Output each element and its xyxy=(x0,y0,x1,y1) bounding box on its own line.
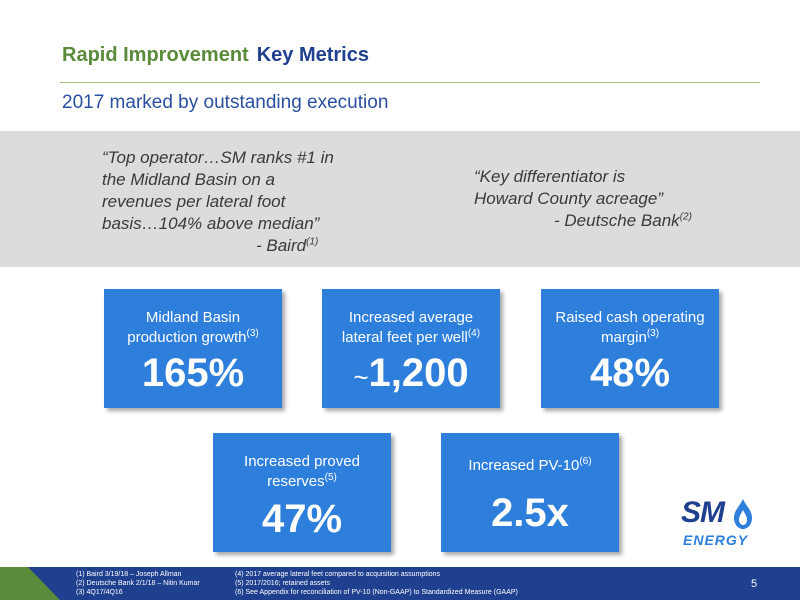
footnote-item: (1) Baird 3/19/18 – Joseph Allman xyxy=(76,571,182,578)
footnote-item: (3) 4Q17/4Q16 xyxy=(76,589,123,596)
quote-line: Howard County acreage” xyxy=(474,189,663,208)
metric-label: Increased proved reserves(5) xyxy=(213,452,391,492)
attribution-text: - Baird xyxy=(256,236,307,255)
approx-prefix: ~ xyxy=(353,362,369,392)
footnotes-left: (1) Baird 3/19/18 – Joseph Allman (2) De… xyxy=(76,570,200,597)
quote-line: “Key differentiator is xyxy=(474,167,626,186)
quote-deutsche-bank: “Key differentiator is Howard County acr… xyxy=(474,166,692,232)
metric-label-line: reserves xyxy=(267,473,325,490)
metric-card-pv10: Increased PV-10(6) 2.5x xyxy=(441,433,619,552)
footer-band xyxy=(0,567,800,600)
logo-sm: SM xyxy=(681,496,725,529)
footnote-ref: (2) xyxy=(679,211,692,223)
quote-line: basis…104% above median” xyxy=(102,214,320,233)
metric-value: 48% xyxy=(589,351,671,395)
metric-label-line: margin xyxy=(600,329,647,346)
quote-line: revenues per lateral foot xyxy=(102,192,286,211)
footnote-item: (4) 2017 average lateral feet compared t… xyxy=(235,571,441,578)
footer-accent-stripe xyxy=(0,567,60,600)
metric-label: Increased average lateral feet per well(4… xyxy=(322,308,500,348)
metric-card-proved-reserves: Increased proved reserves(5) 47% xyxy=(213,433,391,552)
metric-card-operating-margin: Raised cash operating margin(3) 48% xyxy=(541,289,719,408)
metric-label-line: Midland Basin xyxy=(145,309,241,326)
metric-card-production-growth: Midland Basin production growth(3) 165% xyxy=(104,289,282,408)
metric-value: 47% xyxy=(261,497,343,541)
logo-energy: ENERGY xyxy=(683,532,749,548)
footnote-ref: (1) xyxy=(306,236,319,248)
metric-card-lateral-feet: Increased average lateral feet per well(4… xyxy=(322,289,500,408)
footnotes-right: (4) 2017 average lateral feet compared t… xyxy=(235,570,518,597)
title-divider xyxy=(60,82,760,83)
metric-label: Raised cash operating margin(3) xyxy=(541,308,719,348)
metric-label: Increased PV-10(6) xyxy=(441,456,619,476)
metric-label-line: Increased proved xyxy=(244,453,360,470)
attribution-text: - Deutsche Bank xyxy=(554,211,680,230)
metric-value: ~1,200 xyxy=(322,350,500,400)
metric-label: Midland Basin production growth(3) xyxy=(104,308,282,348)
quote-attribution: - Baird(1) xyxy=(102,235,334,257)
title-part-1: Rapid Improvement xyxy=(62,44,249,66)
metric-label-line: lateral feet per well xyxy=(341,329,468,346)
footnote-ref: (3) xyxy=(246,328,259,339)
metric-label-line: Increased PV-10 xyxy=(468,457,580,474)
slide-title: Rapid Improvement Key Metrics xyxy=(62,44,369,67)
quote-line: the Midland Basin on a xyxy=(102,170,275,189)
metric-value: 165% xyxy=(141,351,245,395)
metric-label-line: production growth xyxy=(127,329,247,346)
footnote-item: (2) Deutsche Bank 2/1/18 – Nitin Kumar xyxy=(76,580,200,587)
metric-label-line: Increased average xyxy=(348,309,474,326)
sm-energy-logo: SM ENERGY xyxy=(681,496,761,556)
footnote-ref: (5) xyxy=(324,472,337,483)
footnote-ref: (3) xyxy=(646,328,660,339)
metric-number: 1,200 xyxy=(368,351,469,395)
footnote-item: (6) See Appendix for reconciliation of P… xyxy=(235,589,518,596)
footnote-ref: (4) xyxy=(467,328,481,339)
footnote-ref: (6) xyxy=(579,456,592,467)
quote-band xyxy=(0,131,800,267)
quote-attribution: - Deutsche Bank(2) xyxy=(474,210,692,232)
quote-line: “Top operator…SM ranks #1 in xyxy=(102,148,334,167)
flame-icon xyxy=(734,499,752,529)
metric-value: 2.5x xyxy=(491,491,569,535)
metric-label-line: Raised cash operating xyxy=(555,309,705,326)
quote-baird: “Top operator…SM ranks #1 in the Midland… xyxy=(102,147,334,257)
page-number: 5 xyxy=(751,578,758,590)
title-part-2: Key Metrics xyxy=(256,44,369,66)
slide-subtitle: 2017 marked by outstanding execution xyxy=(62,92,389,113)
footnote-item: (5) 2017/2016; retained assets xyxy=(235,580,330,587)
